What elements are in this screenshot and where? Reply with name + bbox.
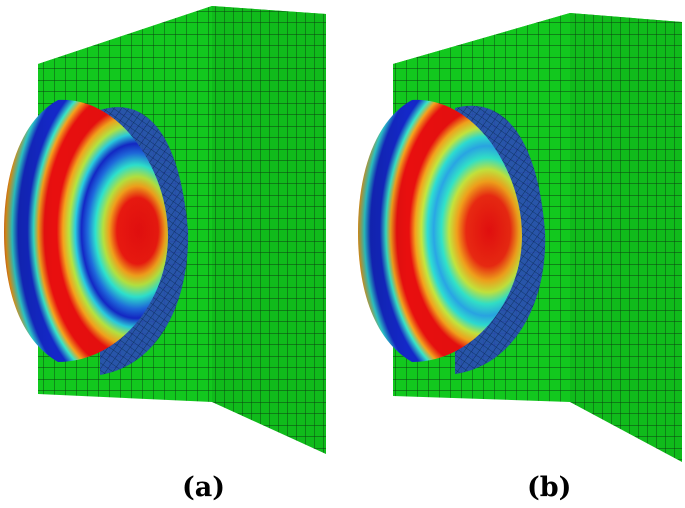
panel-b xyxy=(358,13,682,462)
mesh-block-side-a xyxy=(212,6,326,454)
panel-a xyxy=(4,6,326,454)
caption-b: (b) xyxy=(527,472,572,503)
mesh-block-side-b xyxy=(570,13,682,462)
caption-a: (a) xyxy=(182,472,226,503)
